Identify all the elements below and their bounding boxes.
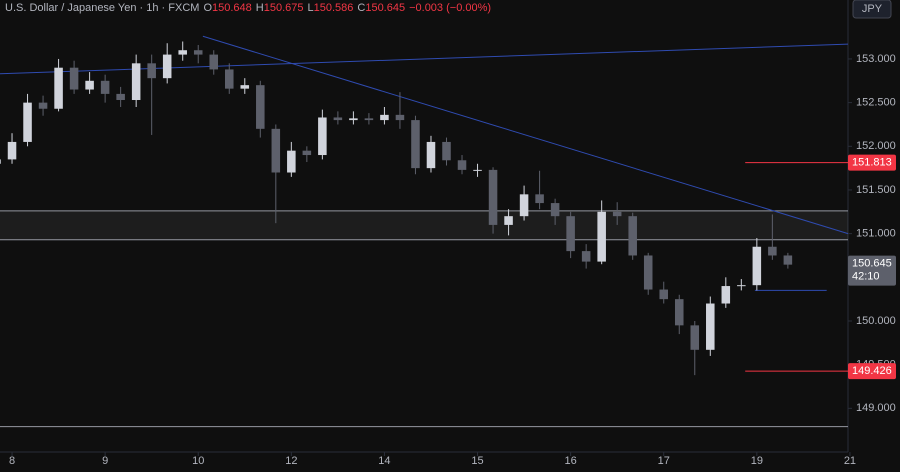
price-label-box (848, 363, 896, 380)
currency-box[interactable] (852, 0, 892, 19)
trendline (0, 43, 849, 75)
candle-body (271, 128, 281, 173)
ohlc-value: 150.586 (314, 2, 354, 14)
currency[interactable]: JPY (862, 3, 883, 15)
candle-body (318, 117, 327, 156)
candle-body (737, 285, 746, 287)
candle-body (162, 54, 172, 79)
ohlc-value: 150.645 (365, 2, 405, 14)
candle-body (395, 114, 405, 121)
candle-body (721, 286, 731, 304)
x-tick-label: 15 (471, 455, 483, 467)
y-tick-label: 152.000 (856, 140, 896, 152)
trendline (202, 35, 849, 235)
countdown: 42:10 (852, 271, 880, 283)
candle-body (659, 289, 669, 300)
candle-body (535, 194, 544, 204)
ohlc: O150.648 H150.675 L150.586 C150.645 (203, 2, 405, 14)
candle-body (147, 63, 156, 79)
ohlc-key: H (256, 2, 264, 14)
symbol-title: U.S. Dollar / Japanese Yen · 1h · FXCM (5, 2, 199, 14)
price-label: 151.813 (852, 157, 892, 169)
zone (0, 210, 848, 240)
candle-body (628, 216, 637, 256)
change: −0.003 (−0.00%) (409, 2, 491, 14)
y-tick-label: 151.000 (856, 228, 896, 240)
last-price-box (848, 255, 896, 286)
candle-body (302, 150, 312, 156)
candle-body (581, 251, 591, 262)
candle-body (473, 169, 482, 171)
candle-body (209, 54, 219, 70)
x-tick-label: 8 (9, 455, 15, 467)
x-tick-label: 12 (285, 455, 297, 467)
candle-body (783, 255, 793, 265)
candle-body (240, 85, 250, 89)
candle-body (85, 80, 94, 90)
candle-body (457, 160, 467, 170)
candle-body (69, 67, 79, 90)
x-tick-label: 17 (658, 455, 670, 467)
candle-body (612, 211, 622, 217)
ohlc-value: 150.675 (264, 2, 304, 14)
y-tick-label: 149.000 (856, 402, 896, 414)
candle-body (519, 194, 529, 217)
candle-body (7, 141, 17, 160)
candle-body (38, 102, 48, 109)
x-tick-label: 19 (751, 455, 763, 467)
candle-body (674, 299, 684, 326)
ohlc-value: 150.648 (212, 2, 252, 14)
candle-body (287, 150, 296, 173)
legend: U.S. Dollar / Japanese Yen · 1h · FXCM O1… (5, 2, 491, 14)
last-price: 150.645 (852, 258, 892, 270)
candle-body (0, 159, 1, 164)
candle-body (256, 85, 265, 129)
y-tick-label: 152.500 (856, 97, 896, 109)
y-tick-label: 151.500 (856, 184, 896, 196)
ohlc-key: O (203, 2, 212, 14)
candle-body (380, 114, 389, 121)
price-label-box (848, 154, 896, 171)
candle-body (193, 50, 203, 55)
candle-body (224, 69, 234, 89)
candle-body (768, 246, 777, 256)
price-label: 149.426 (852, 365, 892, 377)
candle-body (706, 303, 715, 350)
y-tick-label: 150.000 (856, 315, 896, 327)
candle-body (643, 255, 653, 290)
candle-body (349, 118, 358, 121)
x-tick-label: 9 (102, 455, 108, 467)
x-tick-label: 14 (378, 455, 390, 467)
candle-body (442, 141, 451, 161)
candle-body (178, 50, 187, 55)
ohlc-key: L (307, 2, 313, 14)
y-tick-label: 153.000 (856, 53, 896, 65)
x-tick-label: 10 (192, 455, 204, 467)
candle-body (411, 120, 420, 169)
candle-body (100, 80, 110, 94)
x-tick-label: 16 (565, 455, 577, 467)
plot-area (0, 35, 849, 428)
candle-body (23, 102, 32, 142)
x-tick-label: 21 (844, 455, 856, 467)
candle-body (488, 169, 498, 225)
candle-body (597, 211, 606, 262)
candle-body (54, 67, 63, 109)
candle-body (550, 203, 560, 217)
candle-body (752, 246, 762, 286)
ohlc-key: C (357, 2, 365, 14)
candle-body (690, 325, 700, 350)
candle-body (333, 117, 343, 121)
candle-body (504, 216, 513, 225)
candle-body (426, 141, 436, 169)
candle-body (116, 93, 125, 101)
candle-body (566, 216, 575, 252)
candle-body (131, 63, 141, 101)
candle-body (364, 118, 374, 121)
